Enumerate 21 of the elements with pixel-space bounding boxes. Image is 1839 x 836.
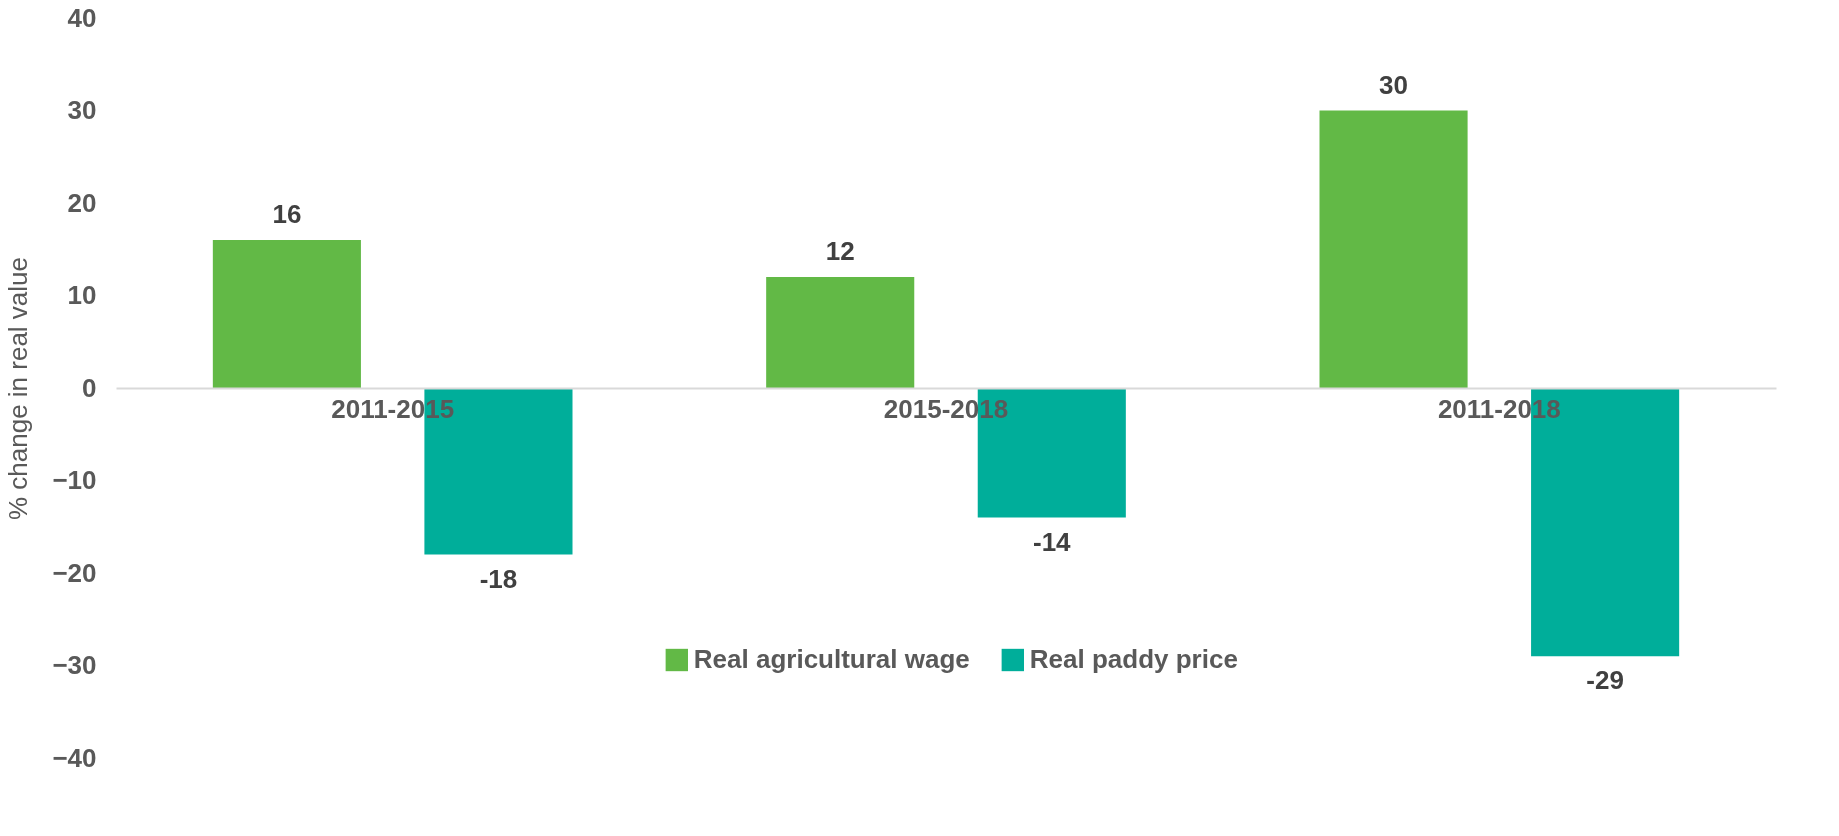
- y-tick-label: 10: [67, 280, 97, 310]
- bar: [212, 240, 361, 388]
- y-axis-title: % change in real value: [3, 256, 34, 521]
- legend-label: Real paddy price: [1029, 644, 1238, 674]
- y-tick-label: 0: [82, 372, 97, 403]
- legend-label: Real agricultural wage: [693, 644, 970, 674]
- data-label: 12: [825, 236, 855, 266]
- data-label: -29: [1586, 665, 1624, 696]
- data-label: 30: [1379, 69, 1409, 100]
- y-tick-label: −20: [52, 557, 97, 588]
- y-tick-label: 40: [67, 2, 97, 33]
- bar: [1319, 110, 1468, 388]
- data-label: 16: [272, 199, 302, 229]
- y-tick-label: 30: [67, 95, 97, 125]
- y-tick-label: −10: [52, 465, 97, 495]
- data-label: -18: [479, 563, 518, 594]
- data-label: -14: [1033, 526, 1072, 557]
- y-tick-label: −30: [52, 650, 97, 680]
- y-tick-label: 20: [67, 187, 97, 218]
- bar: [766, 277, 915, 388]
- y-tick-label: −40: [52, 742, 97, 773]
